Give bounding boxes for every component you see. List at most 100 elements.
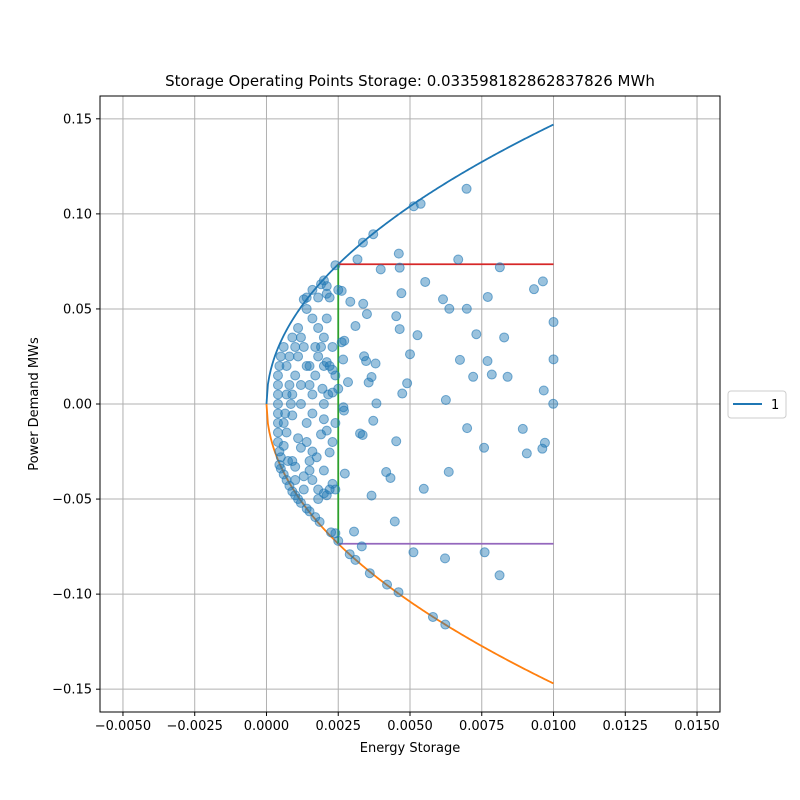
scatter-point: [318, 275, 329, 286]
scatter-point: [494, 570, 505, 581]
scatter-point: [307, 284, 318, 295]
scatter-point: [318, 399, 329, 409]
scatter-point: [304, 506, 315, 517]
scatter-point: [454, 354, 465, 365]
scatter-point: [281, 427, 292, 438]
scatter-point: [274, 459, 285, 470]
scatter-point: [396, 288, 407, 299]
scatter-point: [338, 405, 349, 416]
y-tick-label: 0.15: [63, 112, 92, 127]
scatter-point: [366, 490, 377, 501]
scatter-point: [295, 442, 306, 453]
scatter-point: [418, 483, 429, 494]
scatter-point: [521, 448, 532, 459]
scatter-point: [440, 395, 451, 406]
scatter-point: [324, 447, 335, 458]
plot-area: [265, 123, 559, 685]
scatter-point: [272, 408, 283, 419]
scatter-point: [371, 398, 382, 409]
scatter-point: [350, 554, 361, 565]
scatter-point: [444, 303, 455, 314]
scatter-point: [443, 466, 454, 477]
scatter-point: [402, 378, 413, 389]
scatter-point: [278, 418, 289, 429]
scatter-point: [537, 276, 548, 287]
scatter-point: [412, 330, 423, 341]
scatter-point: [327, 437, 338, 448]
x-tick-label: 0.0100: [531, 719, 577, 734]
scatter-point: [326, 527, 337, 538]
y-axis-label: Power Demand MWs: [27, 337, 42, 471]
scatter-point: [338, 402, 349, 413]
legend: 1: [727, 390, 787, 419]
scatter-point: [290, 370, 301, 381]
scatter-point: [298, 484, 309, 495]
scatter-point: [391, 436, 402, 447]
scatter-point: [272, 437, 283, 448]
scatter-point: [301, 418, 312, 429]
scatter-point: [313, 351, 324, 362]
scatter-point: [389, 516, 400, 527]
scatter-point: [290, 475, 301, 486]
scatter-point: [361, 309, 372, 320]
scatter-point: [310, 370, 321, 381]
scatter-point: [327, 341, 338, 352]
x-tick-label: 0.0050: [387, 719, 433, 734]
scatter-point: [499, 332, 510, 343]
scatter-point: [394, 324, 405, 335]
scatter-point: [295, 332, 306, 343]
scatter-point: [304, 465, 315, 476]
scatter-point: [370, 358, 381, 369]
scatter-point: [330, 370, 341, 381]
scatter-point: [461, 183, 472, 194]
series-layer: [265, 123, 559, 685]
scatter-point: [420, 276, 431, 287]
scatter-point: [537, 443, 548, 454]
scatter-point: [468, 371, 479, 382]
x-tick-label: 0.0150: [674, 719, 720, 734]
scatter-point: [548, 354, 559, 365]
scatter-point: [415, 198, 426, 209]
scatter-point: [358, 298, 369, 309]
scatter-point: [313, 292, 324, 303]
scatter-point: [316, 341, 327, 352]
scatter-point: [327, 364, 338, 375]
x-tick-label: −0.0025: [167, 719, 223, 734]
scatter-point: [382, 579, 393, 590]
scatter-point: [391, 311, 402, 322]
scatter-point: [321, 425, 332, 436]
y-tick-label: −0.15: [52, 683, 92, 698]
scatter-point: [548, 317, 559, 328]
scatter-point: [287, 389, 298, 400]
scatter-point: [310, 341, 321, 352]
scatter-point: [462, 423, 473, 434]
x-tick-label: 0.0125: [603, 719, 649, 734]
scatter-point: [339, 468, 350, 479]
scatter-point: [307, 446, 318, 457]
scatter-point: [313, 484, 324, 495]
scatter-point: [301, 303, 312, 314]
scatter-point: [368, 229, 379, 240]
scatter-point: [486, 369, 497, 380]
y-tick-label: 0.05: [63, 302, 92, 317]
scatter-point: [281, 360, 292, 371]
scatter-point: [301, 292, 312, 303]
scatter-point: [324, 484, 335, 495]
scatter-point: [287, 332, 298, 343]
scatter-point: [324, 292, 335, 303]
scatter-point: [272, 370, 283, 381]
scatter-point: [345, 296, 356, 307]
scatter-point: [275, 351, 286, 362]
scatter-point: [278, 469, 289, 480]
scatter-point: [293, 351, 304, 362]
scatter-point: [272, 427, 283, 438]
scatter-point: [278, 341, 289, 352]
scatter-point: [482, 291, 493, 302]
scatter-point: [272, 379, 283, 390]
scatter-point: [397, 388, 408, 399]
scatter-point: [336, 337, 347, 348]
scatter-point: [274, 446, 285, 457]
ticks: −0.0050 −0.0025 0.0000 0.0025 0.0050 0.0075 0.…: [52, 112, 720, 734]
x-tick-label: 0.0075: [459, 719, 505, 734]
